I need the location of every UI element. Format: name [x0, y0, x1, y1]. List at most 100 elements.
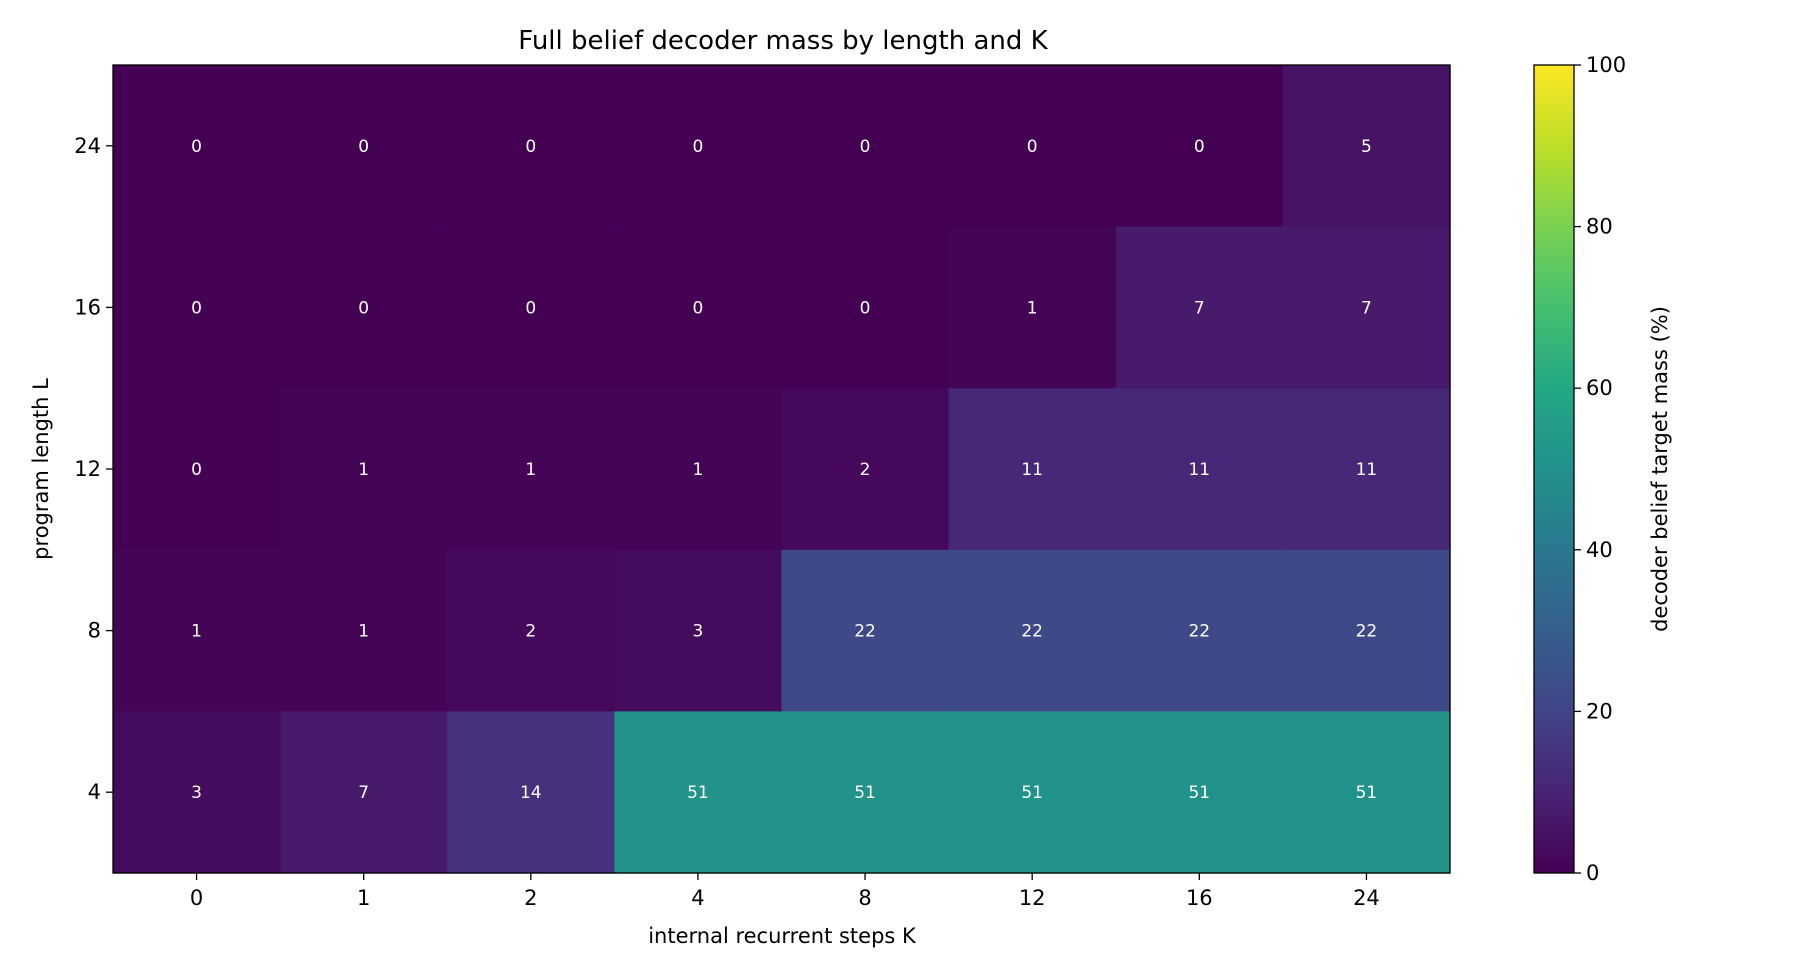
heatmap-cell	[948, 65, 1117, 228]
y-tick-label: 16	[74, 295, 101, 319]
cell-value-label: 11	[1356, 460, 1378, 480]
x-tick-label: 4	[691, 886, 704, 910]
colorbar-gradient	[1533, 64, 1575, 874]
cell-value-label: 0	[358, 137, 369, 157]
heatmap-cell	[781, 226, 950, 389]
heatmap-cell	[948, 388, 1117, 551]
cell-value-label: 0	[1194, 137, 1205, 157]
heatmap-cell	[113, 549, 281, 712]
colorbar-tick-label: 20	[1586, 699, 1613, 723]
cell-value-label: 7	[1361, 298, 1372, 318]
y-tick-label: 24	[74, 134, 101, 158]
heatmap-cell	[1282, 388, 1451, 551]
heatmap-cell	[781, 388, 950, 551]
heatmap-cell	[781, 549, 950, 712]
heatmap-cell	[1115, 711, 1284, 874]
x-tick-label: 16	[1186, 886, 1213, 910]
y-tick-label: 8	[88, 619, 101, 643]
x-tick-label: 8	[858, 886, 871, 910]
colorbar-tick-label: 80	[1586, 215, 1613, 239]
cell-value-label: 1	[358, 460, 369, 480]
heatmap-cell	[113, 388, 281, 551]
colorbar-tick-label: 0	[1586, 861, 1599, 885]
x-tick-label: 1	[357, 886, 370, 910]
x-tick-label: 2	[524, 886, 537, 910]
heatmap-cell	[614, 226, 783, 389]
heatmap-cell	[948, 711, 1117, 874]
heatmap-cell	[781, 65, 950, 228]
colorbar: 0 20 40 60 80 100 decoder belief target mass …	[1533, 53, 1672, 885]
heatmap-cell	[280, 65, 448, 228]
heatmap-cell	[614, 65, 783, 228]
cell-value-label: 0	[525, 298, 536, 318]
x-tick-label: 12	[1019, 886, 1046, 910]
cell-value-label: 1	[1027, 298, 1038, 318]
heatmap-cell	[447, 549, 615, 712]
heatmap-cell	[781, 711, 950, 874]
heatmap-cell	[948, 226, 1117, 389]
x-tick-label: 24	[1353, 886, 1380, 910]
cell-value-label: 0	[860, 137, 871, 157]
heatmap-cell	[280, 226, 448, 389]
heatmap-cell	[280, 549, 448, 712]
cell-value-label: 22	[1356, 622, 1378, 642]
heatmap-cell	[614, 549, 783, 712]
cell-value-label: 0	[525, 137, 536, 157]
cell-value-label: 3	[693, 622, 704, 642]
heatmap-cell	[1282, 711, 1451, 874]
cell-value-label: 22	[1021, 622, 1043, 642]
chart-title: Full belief decoder mass by length and K	[518, 26, 1048, 56]
colorbar-tick-label: 40	[1586, 538, 1613, 562]
heatmap-cell	[1115, 549, 1284, 712]
colorbar-tick-label: 60	[1586, 376, 1613, 400]
x-tick-label: 0	[190, 886, 203, 910]
cell-value-label: 7	[358, 783, 369, 803]
heatmap-cell	[113, 226, 281, 389]
cell-value-label: 22	[854, 622, 876, 642]
cell-value-label: 0	[191, 460, 202, 480]
cell-value-label: 14	[520, 783, 542, 803]
cell-value-label: 0	[191, 298, 202, 318]
y-axis: 24 16 12 8 4	[74, 134, 113, 804]
heatmap-cell	[280, 388, 448, 551]
heatmap-cell	[614, 388, 783, 551]
cell-value-label: 0	[191, 137, 202, 157]
cell-value-label: 51	[687, 783, 709, 803]
cell-value-label: 1	[693, 460, 704, 480]
heatmap-cell	[1115, 65, 1284, 228]
colorbar-ticks: 0 20 40 60 80 100	[1574, 53, 1626, 885]
heatmap-cells: 0 0 0 0 0 0 0 50 0 0 0 0 1 7 70 1 1 1 2 11 11 111 1 2 3 22 22 22 223…	[113, 65, 1451, 874]
y-tick-label: 12	[74, 457, 101, 481]
cell-value-label: 7	[1194, 298, 1205, 318]
y-tick-label: 4	[88, 780, 101, 804]
heatmap-cell	[447, 388, 615, 551]
colorbar-label: decoder belief target mass (%)	[1648, 306, 1672, 632]
heatmap-cell	[447, 226, 615, 389]
cell-value-label: 11	[1188, 460, 1210, 480]
heatmap-cell	[1282, 549, 1451, 712]
cell-value-label: 11	[1021, 460, 1043, 480]
cell-value-label: 1	[358, 622, 369, 642]
heatmap-cell	[1282, 65, 1451, 228]
heatmap-cell	[280, 711, 448, 874]
cell-value-label: 2	[860, 460, 871, 480]
heatmap-cell	[948, 549, 1117, 712]
x-axis: 0 1 2 4 8 12 16 24	[190, 873, 1380, 910]
heatmap-cell	[113, 711, 281, 874]
heatmap-cell	[1115, 388, 1284, 551]
cell-value-label: 2	[525, 622, 536, 642]
x-axis-label: internal recurrent steps K	[648, 924, 917, 948]
cell-value-label: 3	[191, 783, 202, 803]
cell-value-label: 0	[1027, 137, 1038, 157]
cell-value-label: 5	[1361, 137, 1372, 157]
cell-value-label: 0	[860, 298, 871, 318]
heatmap-cell	[1282, 226, 1451, 389]
heatmap-cell	[614, 711, 783, 874]
heatmap-cell	[447, 711, 615, 874]
cell-value-label: 1	[191, 622, 202, 642]
cell-value-label: 1	[525, 460, 536, 480]
cell-value-label: 51	[1356, 783, 1378, 803]
colorbar-tick-label: 100	[1586, 53, 1626, 77]
cell-value-label: 51	[1021, 783, 1043, 803]
heatmap-cell	[1115, 226, 1284, 389]
